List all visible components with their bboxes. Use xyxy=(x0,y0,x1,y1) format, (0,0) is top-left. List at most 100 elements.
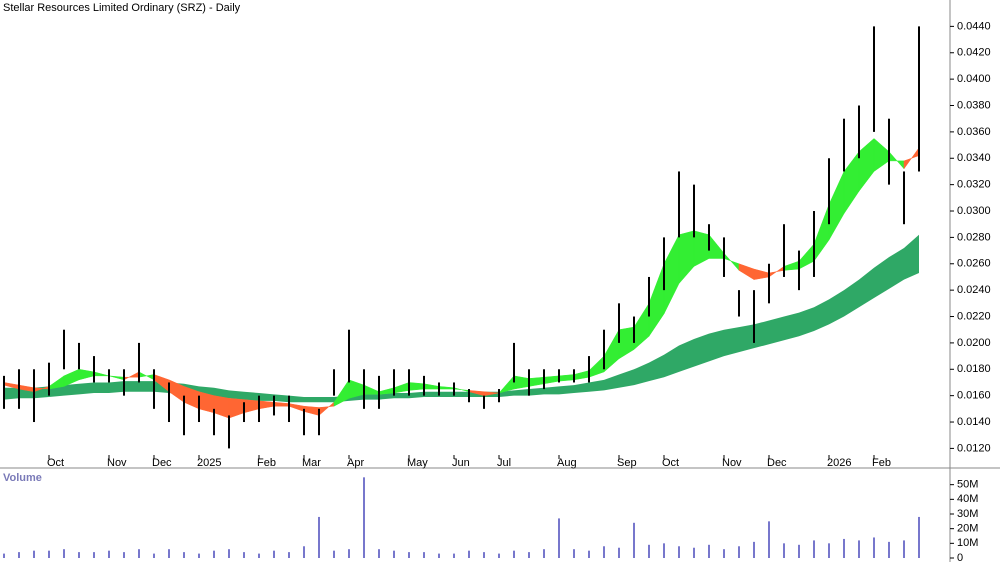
x-tick-label: Jun xyxy=(452,457,470,469)
volume-bar xyxy=(423,552,425,558)
x-tick-label: Dec xyxy=(152,457,172,469)
long-ribbon xyxy=(4,234,919,403)
volume-bar xyxy=(528,552,530,558)
volume-bar xyxy=(168,549,170,558)
y-tick-label: 0.0320 xyxy=(957,179,991,191)
volume-bar xyxy=(288,552,290,558)
volume-bar xyxy=(303,546,305,558)
volume-bar xyxy=(33,550,35,558)
volume-bar xyxy=(768,521,770,558)
volume-bar xyxy=(258,553,260,558)
volume-bar xyxy=(273,550,275,558)
volume-bar xyxy=(243,552,245,558)
y-tick-label: 0.0200 xyxy=(957,337,991,349)
volume-bar xyxy=(408,552,410,558)
volume-bar xyxy=(378,549,380,558)
volume-bar xyxy=(918,516,920,558)
volume-bar xyxy=(18,552,20,558)
volume-bar xyxy=(783,543,785,558)
volume-bar xyxy=(48,550,50,558)
y-tick-label: 0.0300 xyxy=(957,205,991,217)
volume-bar xyxy=(453,553,455,558)
volume-bar xyxy=(108,550,110,558)
volume-bar xyxy=(873,537,875,558)
volume-bar xyxy=(588,550,590,558)
volume-bar xyxy=(63,549,65,558)
volume-bar xyxy=(558,518,560,558)
y-tick-label: 20M xyxy=(957,523,978,535)
volume-bar xyxy=(198,553,200,558)
volume-bar xyxy=(603,546,605,558)
volume-bar xyxy=(663,543,665,558)
x-tick-label: Feb xyxy=(257,457,276,469)
volume-bar xyxy=(153,553,155,558)
x-tick-label: Oct xyxy=(662,457,679,469)
volume-bar xyxy=(363,477,365,558)
x-tick-label: May xyxy=(407,457,428,469)
volume-bar xyxy=(693,547,695,558)
volume-bar xyxy=(723,549,725,558)
volume-title: Volume xyxy=(3,472,42,484)
y-tick-label: 0.0380 xyxy=(957,99,991,111)
short-ribbon xyxy=(408,382,425,391)
volume-bar xyxy=(468,550,470,558)
volume-bar xyxy=(228,549,230,558)
x-tick-label: Oct xyxy=(47,457,64,469)
volume-bar xyxy=(348,549,350,558)
volume-bar xyxy=(903,540,905,558)
volume-bar xyxy=(858,540,860,558)
x-tick-label: Sep xyxy=(617,457,637,469)
volume-bar xyxy=(843,538,845,558)
volume-bar xyxy=(738,546,740,558)
y-tick-label: 0.0240 xyxy=(957,284,991,296)
volume-bar xyxy=(573,549,575,558)
volume-bar xyxy=(513,550,515,558)
x-tick-label: 2026 xyxy=(827,457,851,469)
x-tick-label: Dec xyxy=(767,457,787,469)
y-tick-label: 0.0400 xyxy=(957,73,991,85)
y-tick-label: 30M xyxy=(957,508,978,520)
x-tick-label: Feb xyxy=(872,457,891,469)
y-tick-label: 0.0180 xyxy=(957,363,991,375)
volume-bar xyxy=(828,543,830,558)
short-ribbon xyxy=(483,391,500,396)
y-tick-label: 0.0120 xyxy=(957,442,991,454)
x-tick-label: Mar xyxy=(302,457,321,469)
volume-bar xyxy=(318,516,320,558)
volume-bar xyxy=(393,550,395,558)
volume-bar xyxy=(78,552,80,558)
volume-bar xyxy=(888,541,890,558)
y-tick-label: 10M xyxy=(957,537,978,549)
y-tick-label: 0.0360 xyxy=(957,126,991,138)
x-tick-label: Apr xyxy=(347,457,364,469)
y-tick-label: 0.0140 xyxy=(957,416,991,428)
volume-bar xyxy=(708,544,710,558)
volume-bar xyxy=(123,552,125,558)
volume-bar xyxy=(438,553,440,558)
volume-bar xyxy=(753,541,755,558)
y-tick-label: 0.0420 xyxy=(957,47,991,59)
volume-bar xyxy=(633,522,635,558)
volume-bar xyxy=(678,546,680,558)
x-tick-label: Jul xyxy=(497,457,511,469)
volume-bar xyxy=(3,553,5,558)
y-tick-label: 0.0160 xyxy=(957,390,991,402)
volume-bar xyxy=(498,553,500,558)
volume-bar xyxy=(333,550,335,558)
chart-title: Stellar Resources Limited Ordinary (SRZ)… xyxy=(3,2,241,14)
y-tick-label: 0.0280 xyxy=(957,231,991,243)
x-tick-label: Aug xyxy=(557,457,577,469)
y-tick-label: 0.0340 xyxy=(957,152,991,164)
volume-bar xyxy=(93,552,95,558)
volume-bar xyxy=(648,544,650,558)
volume-bar xyxy=(798,544,800,558)
y-tick-label: 50M xyxy=(957,479,978,491)
y-tick-label: 0 xyxy=(957,552,963,562)
short-ribbon xyxy=(198,391,215,414)
volume-bar xyxy=(183,552,185,558)
y-tick-label: 40M xyxy=(957,493,978,505)
volume-bar xyxy=(213,550,215,558)
volume-bar xyxy=(483,552,485,558)
